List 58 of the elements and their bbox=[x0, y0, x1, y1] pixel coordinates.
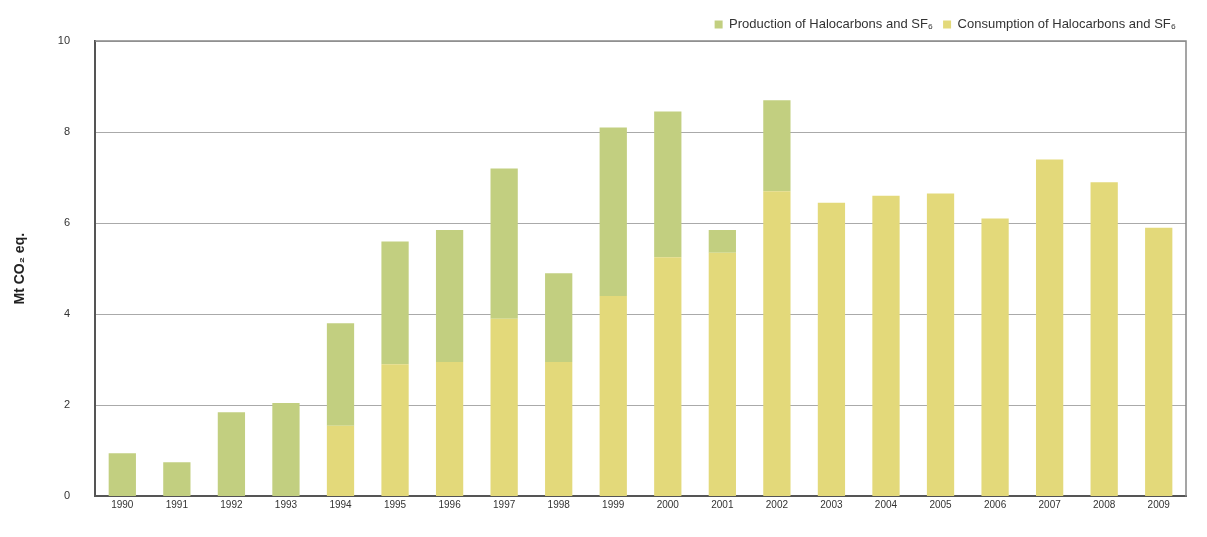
x-tick-label: 2000 bbox=[656, 499, 680, 511]
y-tick-label: 0 bbox=[63, 489, 71, 502]
x-tick-label: 1994 bbox=[329, 499, 353, 511]
bar bbox=[381, 241, 409, 365]
bar bbox=[1145, 227, 1173, 496]
y-tick-label: 8 bbox=[63, 125, 71, 138]
y-axis-title: Mt CO₂ eq. bbox=[11, 232, 28, 305]
x-tick-label: 1996 bbox=[438, 499, 462, 511]
bar bbox=[435, 229, 464, 363]
x-tick-label: 2003 bbox=[820, 499, 843, 511]
x-tick-label: 1990 bbox=[111, 499, 134, 511]
bar bbox=[217, 412, 246, 496]
bar bbox=[708, 229, 736, 253]
bar bbox=[1035, 159, 1064, 496]
bar bbox=[108, 453, 136, 496]
bar bbox=[272, 403, 300, 496]
bar bbox=[326, 323, 355, 426]
x-tick-label: 2005 bbox=[929, 499, 953, 511]
bar bbox=[817, 202, 846, 496]
bar bbox=[654, 111, 682, 258]
bar bbox=[981, 218, 1009, 496]
bar bbox=[326, 425, 355, 496]
y-tick-label: 2 bbox=[63, 398, 71, 411]
legend-label: Consumption of Halocarbons and SF₆ bbox=[957, 16, 1177, 32]
x-tick-label: 1991 bbox=[165, 499, 189, 511]
x-tick-label: 2009 bbox=[1147, 499, 1171, 511]
bar bbox=[599, 296, 627, 496]
x-tick-label: 2008 bbox=[1093, 499, 1116, 511]
x-tick-label: 1997 bbox=[493, 499, 516, 511]
x-tick-label: 2004 bbox=[874, 499, 898, 511]
bar bbox=[654, 257, 682, 496]
x-tick-label: 1998 bbox=[547, 499, 571, 511]
x-tick-label: 2007 bbox=[1038, 499, 1062, 511]
x-tick-label: 2002 bbox=[765, 499, 789, 511]
y-tick-label: 6 bbox=[63, 216, 71, 229]
bar bbox=[490, 318, 518, 496]
y-tick-label: 4 bbox=[63, 307, 71, 320]
legend-label: Production of Halocarbons and SF₆ bbox=[729, 16, 934, 32]
x-tick-label: 2001 bbox=[711, 499, 734, 511]
x-tick-label: 2006 bbox=[983, 499, 1007, 511]
bar bbox=[599, 127, 627, 297]
bar bbox=[708, 252, 736, 496]
x-tick-label: 1999 bbox=[602, 499, 625, 511]
x-tick-label: 1995 bbox=[383, 499, 407, 511]
bar bbox=[545, 273, 573, 363]
bar bbox=[381, 364, 409, 496]
bar bbox=[763, 100, 791, 192]
bar bbox=[872, 195, 900, 496]
bar bbox=[435, 362, 464, 496]
bar bbox=[490, 168, 518, 319]
y-tick-label: 10 bbox=[57, 34, 71, 47]
bar bbox=[763, 191, 791, 496]
x-tick-label: 1993 bbox=[274, 499, 298, 511]
bar bbox=[545, 362, 573, 496]
bar bbox=[163, 462, 191, 496]
x-tick-label: 1992 bbox=[220, 499, 243, 511]
bar bbox=[926, 193, 955, 496]
bar bbox=[1090, 182, 1118, 496]
